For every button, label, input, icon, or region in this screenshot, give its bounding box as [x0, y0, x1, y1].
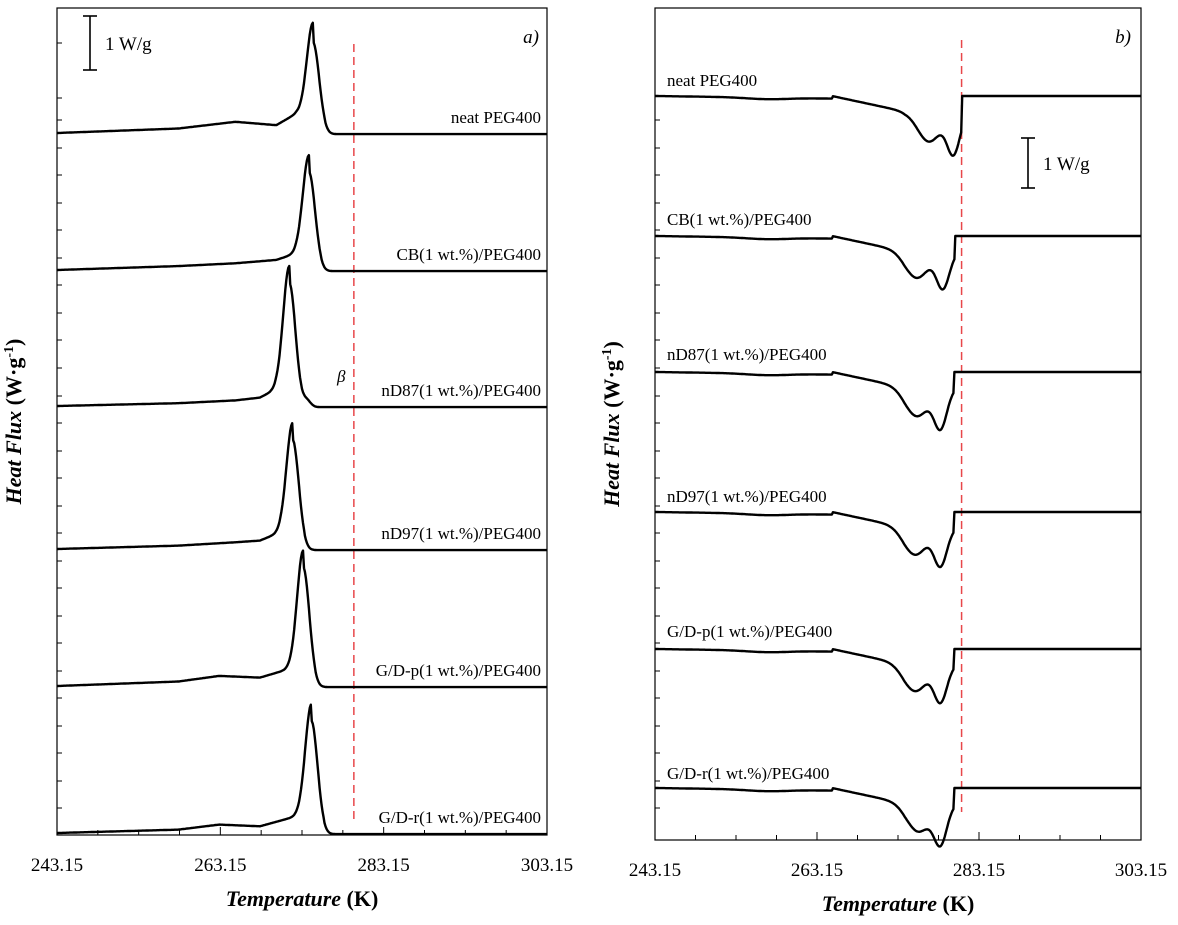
series-label: neat PEG400: [667, 71, 757, 90]
x-axis-title: Temperature (K): [822, 891, 975, 916]
plot-frame: [654, 7, 1142, 841]
series-label: G/D-p(1 wt.%)/PEG400: [376, 661, 541, 680]
series-label: nD87(1 wt.%)/PEG400: [667, 345, 827, 364]
series-line: [654, 510, 1142, 569]
series-label: neat PEG400: [451, 108, 541, 127]
y-axis-title: Heat Flux (W·g-1): [1, 339, 26, 506]
series-line: [56, 154, 548, 273]
x-tick-label: 283.15: [953, 860, 1005, 881]
series-label: CB(1 wt.%)/PEG400: [397, 245, 542, 264]
series-line: [654, 94, 1142, 157]
series-label: nD87(1 wt.%)/PEG400: [381, 381, 541, 400]
x-tick-label: 283.15: [358, 855, 410, 876]
series-line: [654, 234, 1142, 291]
scale-bar-label: 1 W/g: [105, 34, 152, 55]
x-tick-label: 303.15: [1115, 860, 1167, 881]
x-tick-label: 263.15: [791, 860, 843, 881]
series-label: G/D-r(1 wt.%)/PEG400: [379, 808, 541, 827]
panel-label: b): [1115, 27, 1131, 48]
series-line: [56, 422, 548, 552]
series-label: G/D-p(1 wt.%)/PEG400: [667, 622, 832, 641]
series-line: [56, 549, 548, 689]
x-tick-label: 263.15: [194, 855, 246, 876]
series-line: [654, 786, 1142, 848]
series-line: [56, 21, 548, 136]
series-label: nD97(1 wt.%)/PEG400: [381, 524, 541, 543]
x-tick-label: 243.15: [31, 855, 83, 876]
series-line: [56, 703, 548, 836]
panel-label: a): [523, 27, 539, 48]
series-line: [56, 264, 548, 409]
plot-frame: [56, 7, 548, 836]
series-label: nD97(1 wt.%)/PEG400: [667, 487, 827, 506]
x-axis-title: Temperature (K): [226, 886, 379, 911]
y-axis-title: Heat Flux (W·g-1): [599, 341, 624, 508]
series-label: CB(1 wt.%)/PEG400: [667, 210, 812, 229]
panel-a: 243.15 263.15 283.15 303.15 Temperature (K) H…: [1, 7, 573, 911]
series-label: G/D-r(1 wt.%)/PEG400: [667, 764, 829, 783]
beta-annotation: β: [336, 367, 346, 386]
scale-bar-label: 1 W/g: [1043, 154, 1090, 175]
series-line: [654, 647, 1142, 705]
x-tick-label: 303.15: [521, 855, 573, 876]
x-tick-label: 243.15: [629, 860, 681, 881]
panel-b: 243.15 263.15 283.15 303.15 Temperature (K) H…: [599, 7, 1167, 916]
series-line: [654, 370, 1142, 432]
